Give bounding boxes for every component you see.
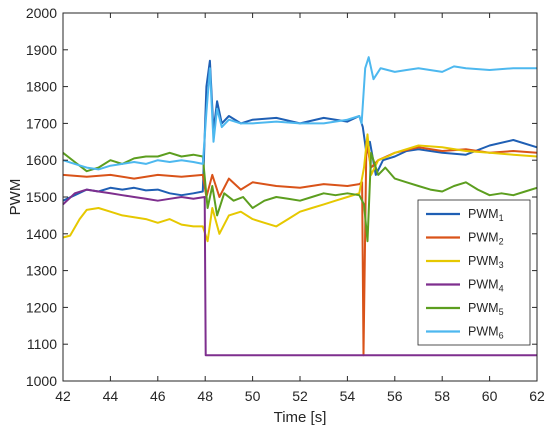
legend-label-subscript: 3 — [499, 260, 504, 270]
legend-label-3: PWM3 — [468, 254, 504, 270]
legend-label-subscript: 1 — [499, 213, 504, 223]
legend-label-subscript: 5 — [499, 307, 504, 317]
x-axis: 42 44 46 48 50 52 54 56 58 60 62 — [55, 13, 545, 404]
x-tick-label: 50 — [245, 388, 261, 404]
x-tick-label: 52 — [292, 388, 308, 404]
legend-label-subscript: 6 — [499, 331, 504, 341]
y-tick-label: 1000 — [26, 373, 57, 389]
legend-label-text: PWM — [468, 231, 499, 245]
x-tick-label: 42 — [55, 388, 71, 404]
legend-label-1: PWM1 — [468, 207, 504, 223]
x-tick-label: 54 — [340, 388, 356, 404]
legend-box — [417, 199, 531, 346]
legend-label-2: PWM2 — [468, 231, 504, 247]
x-tick-label: 58 — [434, 388, 450, 404]
y-axis: 1000 1100 1200 1300 1400 1500 1600 1700 1800 1900… — [26, 5, 537, 389]
series-line-2 — [62, 140, 538, 357]
y-axis-label: PWM — [7, 179, 24, 216]
series-line-6 — [62, 56, 537, 171]
series-layer — [62, 56, 538, 357]
legend-label-5: PWM5 — [468, 301, 504, 317]
y-tick-label: 1800 — [26, 79, 57, 95]
y-tick-label: 1600 — [26, 152, 57, 168]
y-tick-label: 1500 — [26, 189, 57, 205]
x-tick-label: 62 — [529, 388, 545, 404]
legend-label-subscript: 2 — [499, 237, 504, 247]
y-tick-label: 1200 — [26, 299, 57, 315]
y-tick-label: 1900 — [26, 42, 57, 58]
y-tick-label: 1400 — [26, 226, 57, 242]
x-tick-label: 56 — [387, 388, 403, 404]
legend-label-text: PWM — [468, 207, 499, 221]
legend-label-subscript: 4 — [499, 284, 504, 294]
y-tick-label: 2000 — [26, 5, 57, 21]
legend-label-text: PWM — [468, 301, 499, 315]
y-tick-label: 1700 — [26, 115, 57, 131]
legend-label-text: PWM — [468, 325, 499, 339]
x-tick-label: 48 — [197, 388, 213, 404]
x-tick-label: 60 — [482, 388, 498, 404]
legend-label-text: PWM — [468, 254, 499, 268]
x-axis-label: Time [s] — [274, 409, 327, 426]
legend-label-6: PWM6 — [468, 325, 504, 341]
y-tick-label: 1100 — [27, 336, 57, 352]
series-line-4 — [62, 188, 537, 357]
x-tick-label: 44 — [103, 388, 119, 404]
legend-label-text: PWM — [468, 278, 499, 292]
y-tick-label: 1300 — [26, 263, 57, 279]
x-tick-label: 46 — [150, 388, 166, 404]
legend-label-4: PWM4 — [468, 278, 504, 294]
series-line-3 — [62, 133, 538, 243]
series-line-5 — [62, 151, 538, 243]
